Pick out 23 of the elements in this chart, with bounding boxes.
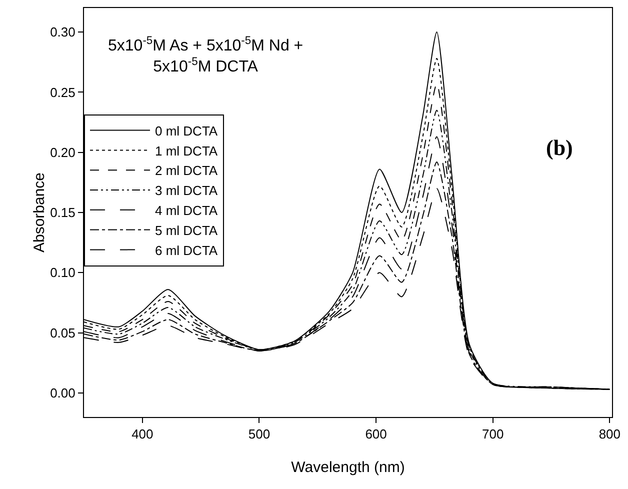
x-tick-label: 400 [132,426,154,442]
x-axis-title: Wavelength (nm) [291,459,405,476]
x-tick-label: 500 [248,426,270,442]
y-axis-title: Absorbance [31,172,48,253]
y-tick-label: 0.30 [50,24,76,40]
annotation: (b) [546,135,573,160]
chart-title: 5x10$^{-5}$M As + 5x10$^{-5}$M Nd + 5x10$^{-5}$M DCTA [108,35,304,76]
legend-label: 3 ml DCTA [155,183,218,198]
legend-label: 6 ml DCTA [155,242,218,258]
legend-label: 1 ml DCTA [155,143,218,158]
legend-label: 5 ml DCTA [155,222,218,238]
x-tick-label: 700 [482,426,504,442]
y-tick-label: 0.00 [50,385,76,400]
y-tick-label: 0.20 [50,144,76,160]
y-tick-label: 0.15 [50,205,76,220]
legend-label: 2 ml DCTA [155,163,218,178]
y-tick-label: 0.05 [50,325,76,340]
x-tick-label: 800 [598,426,621,442]
legend-label: 4 ml DCTA [155,202,218,218]
x-tick-label: 600 [365,426,387,442]
legend-label: 0 ml DCTA [155,123,218,138]
y-tick-label: 0.10 [50,265,76,280]
y-tick-label: 0.25 [50,84,76,100]
